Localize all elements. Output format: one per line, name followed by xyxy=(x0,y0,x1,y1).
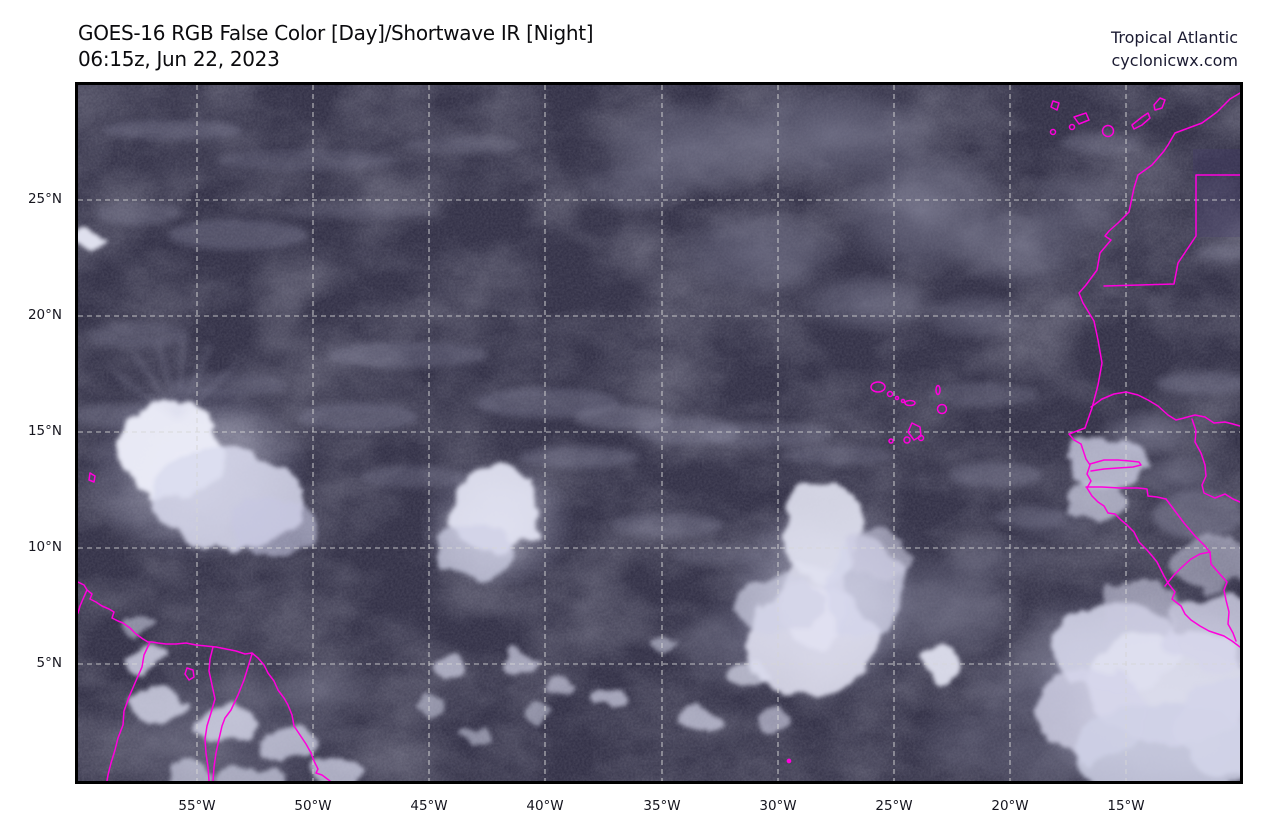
lat-tick-label: 10°N xyxy=(27,539,62,555)
lat-tick-label: 25°N xyxy=(27,191,62,207)
west-sahara-borders xyxy=(1103,174,1240,287)
guyana-suriname-border xyxy=(106,641,151,781)
frguiana-brazil-border xyxy=(212,653,253,781)
guinea-border xyxy=(1165,498,1211,553)
coastlines-borders xyxy=(78,92,1240,781)
lon-tick-label: 45°W xyxy=(410,798,448,814)
brokopondo-reservoir xyxy=(184,667,195,681)
lon-tick-label: 30°W xyxy=(759,798,797,814)
satellite-map-frame xyxy=(75,82,1243,784)
lon-tick-label: 40°W xyxy=(526,798,564,814)
bright-cloud-cores xyxy=(78,228,1240,781)
senegal-river-border xyxy=(1090,391,1240,427)
lon-tick-label: 35°W xyxy=(643,798,681,814)
lon-tick-label: 15°W xyxy=(1107,798,1145,814)
guinea-bissau-border xyxy=(1085,486,1167,500)
map-title: GOES-16 RGB False Color [Day]/Shortwave … xyxy=(78,20,594,72)
sierra-leone-liberia-borders xyxy=(1164,551,1237,642)
satellite-image xyxy=(78,85,1240,781)
brand-block: Tropical Atlantic cyclonicwx.com xyxy=(1111,26,1238,72)
senegal-east-border xyxy=(1191,418,1240,503)
st-peter-paul-rocks xyxy=(786,758,792,764)
brand-region: Tropical Atlantic xyxy=(1110,28,1238,47)
title-product-line: GOES-16 RGB False Color [Day]/Shortwave … xyxy=(78,21,594,45)
brand-url: cyclonicwx.com xyxy=(1111,51,1239,70)
africa-coastline xyxy=(1068,92,1240,648)
lon-tick-label: 50°W xyxy=(294,798,332,814)
lat-lon-gridlines xyxy=(78,85,1240,781)
lat-tick-label: 5°N xyxy=(36,655,62,671)
inland-tint xyxy=(1193,149,1240,237)
storm-outflow-streaks xyxy=(115,336,237,419)
lon-tick-label: 25°W xyxy=(875,798,913,814)
lon-tick-label: 20°W xyxy=(991,798,1029,814)
gambia-border xyxy=(1089,459,1142,472)
lon-tick-label: 55°W xyxy=(178,798,216,814)
cape-verde-islands xyxy=(870,381,948,444)
barbados-outline xyxy=(88,472,96,483)
lat-tick-label: 15°N xyxy=(27,423,62,439)
lat-tick-label: 20°N xyxy=(27,307,62,323)
suriname-frguiana-border xyxy=(204,646,216,781)
title-datetime: 06:15z, Jun 22, 2023 xyxy=(78,47,280,71)
venezuela-guyana-border xyxy=(78,589,88,614)
south-america-coastline xyxy=(78,581,331,781)
canary-islands xyxy=(1049,97,1166,138)
